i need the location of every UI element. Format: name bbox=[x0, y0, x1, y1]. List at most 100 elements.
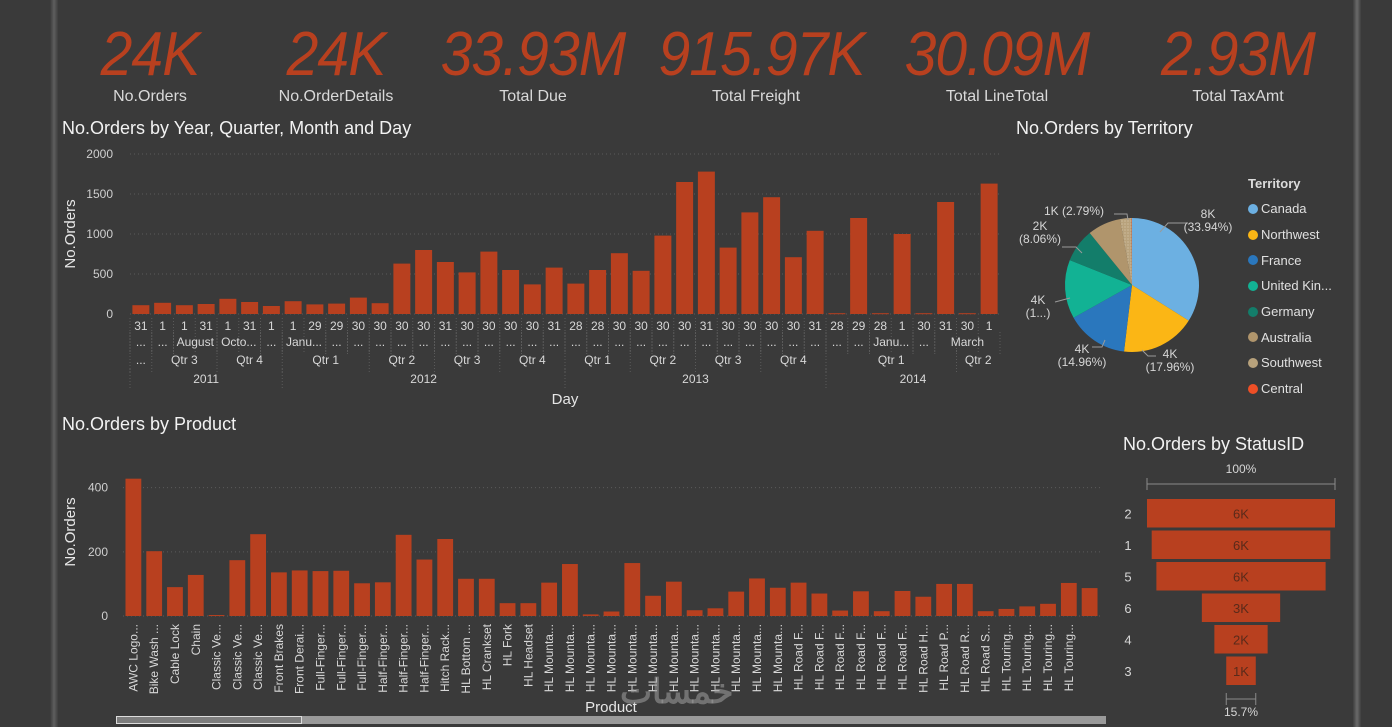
bar bbox=[707, 608, 724, 616]
bar bbox=[333, 570, 350, 616]
month-label: ... bbox=[701, 335, 711, 349]
month-label: ... bbox=[788, 335, 798, 349]
bar bbox=[980, 183, 998, 314]
x-tick-label: Cable Lock bbox=[168, 623, 182, 684]
bar bbox=[436, 262, 454, 314]
kpi-no-orders[interactable]: 24K No.Orders bbox=[88, 20, 212, 106]
bar bbox=[187, 574, 204, 616]
kpi-total-freight[interactable]: 915.97K Total Freight bbox=[650, 20, 865, 106]
x-tick-label: 30 bbox=[373, 319, 387, 333]
bar bbox=[850, 218, 868, 314]
bar bbox=[632, 270, 650, 314]
bar bbox=[328, 303, 346, 314]
kpi-value: 24K bbox=[100, 20, 201, 89]
bar bbox=[349, 297, 367, 314]
quarter-label: ... bbox=[136, 353, 146, 367]
bar bbox=[603, 611, 620, 616]
legend-item[interactable]: Germany bbox=[1248, 299, 1332, 325]
legend-item[interactable]: Southwest bbox=[1248, 350, 1332, 376]
x-tick-label: 1 bbox=[225, 319, 232, 333]
x-tick-label: 30 bbox=[613, 319, 627, 333]
legend-item[interactable]: Australia bbox=[1248, 324, 1332, 350]
bar bbox=[562, 564, 578, 616]
x-tick-label: 28 bbox=[591, 319, 605, 333]
funnel-category-label: 3 bbox=[1124, 664, 1131, 679]
pie-data-label: 4K bbox=[1075, 342, 1090, 356]
bar bbox=[915, 596, 932, 616]
funnel-bar-label: 1K bbox=[1233, 664, 1249, 679]
x-tick-label: 30 bbox=[961, 319, 975, 333]
x-tick-label: Classic Ve... bbox=[230, 624, 244, 690]
kpi-total-taxamt[interactable]: 2.93M Total TaxAmt bbox=[1146, 20, 1330, 106]
bar bbox=[545, 267, 563, 314]
x-tick-label: HL Road R... bbox=[958, 624, 972, 693]
watermark: خمسات bbox=[620, 673, 734, 711]
x-tick-label: 31 bbox=[547, 319, 561, 333]
y-tick-label: 200 bbox=[88, 545, 108, 559]
x-tick-label: Bike Wash ... bbox=[147, 624, 161, 694]
x-tick-label: 30 bbox=[721, 319, 735, 333]
bar bbox=[956, 583, 973, 616]
y-tick-label: 0 bbox=[106, 307, 113, 321]
legend-label: France bbox=[1261, 252, 1302, 268]
x-tick-label: 31 bbox=[939, 319, 953, 333]
month-label: ... bbox=[636, 335, 646, 349]
kpi-total-linetotal[interactable]: 30.09M Total LineTotal bbox=[890, 20, 1104, 106]
x-tick-label: 30 bbox=[417, 319, 431, 333]
kpi-total-due[interactable]: 33.93M Total Due bbox=[428, 20, 638, 106]
x-tick-label: Half-Finger... bbox=[397, 624, 411, 693]
pie-data-label: 8K bbox=[1201, 207, 1216, 221]
legend-label: Central bbox=[1261, 381, 1303, 397]
x-tick-label: 29 bbox=[308, 319, 322, 333]
scrollbar-thumb[interactable] bbox=[116, 716, 302, 724]
leader-line bbox=[1062, 246, 1083, 254]
legend-item[interactable]: France bbox=[1248, 247, 1332, 273]
bar bbox=[893, 234, 911, 314]
bar bbox=[610, 253, 628, 314]
product-bar-chart[interactable]: 0 200 400 No.Orders AWC Logo... Bike Wash ...… bbox=[55, 440, 1115, 718]
pie-data-label: (14.96%) bbox=[1058, 355, 1107, 369]
legend-item[interactable]: Central bbox=[1248, 376, 1332, 402]
product-chart-scrollbar[interactable] bbox=[116, 716, 1106, 724]
x-tick-label: 28 bbox=[874, 319, 888, 333]
x-tick-label: 30 bbox=[634, 319, 648, 333]
x-tick-label: 30 bbox=[917, 319, 931, 333]
status-funnel-chart[interactable]: 100% 6K 2 6K 1 6K 5 3K 6 2K 4 1K 3 15.7% bbox=[1110, 455, 1350, 727]
legend-marker-icon bbox=[1248, 332, 1258, 343]
pie-data-label: 4K bbox=[1163, 347, 1178, 361]
pie-slice bbox=[1065, 260, 1132, 318]
bar bbox=[502, 270, 520, 314]
month-label: ... bbox=[593, 335, 603, 349]
bar bbox=[229, 560, 246, 616]
pie-slice bbox=[1132, 218, 1199, 321]
funnel-bar bbox=[1156, 562, 1326, 591]
funnel-bar bbox=[1151, 530, 1331, 559]
kpi-no-order-details[interactable]: 24K No.OrderDetails bbox=[268, 20, 404, 106]
year-label: 2014 bbox=[900, 372, 927, 386]
month-label: ... bbox=[527, 335, 537, 349]
year-label: 2011 bbox=[193, 372, 219, 386]
legend-item[interactable]: Northwest bbox=[1248, 222, 1332, 248]
x-tick-label: HL Mounta... bbox=[771, 624, 785, 692]
y-axis-title: No.Orders bbox=[62, 497, 79, 566]
x-tick-label: HL Crankset bbox=[480, 623, 494, 690]
legend-item[interactable]: Canada bbox=[1248, 196, 1332, 222]
date-bar-chart[interactable]: 0 500 1000 1500 2000 No.Orders 31 1 1 31 1 31 1 1 29 29… bbox=[55, 140, 1005, 415]
x-tick-label: HL Mounta... bbox=[750, 624, 764, 692]
kpi-label: Total LineTotal bbox=[945, 88, 1049, 105]
bar bbox=[676, 182, 694, 314]
bar bbox=[197, 304, 215, 314]
month-label: ... bbox=[767, 335, 777, 349]
legend-item[interactable]: United Kin... bbox=[1248, 273, 1332, 299]
x-tick-label: Half-Finger... bbox=[417, 624, 431, 693]
x-tick-label: HL Fork bbox=[501, 623, 515, 666]
leader-line bbox=[1054, 297, 1071, 303]
territory-pie-chart[interactable]: 8K(33.94%)4K(17.96%)4K(14.96%)4K(1...)2K… bbox=[1010, 190, 1245, 390]
legend-label: Germany bbox=[1261, 304, 1315, 320]
month-label: ... bbox=[832, 335, 842, 349]
quarter-label: Qtr 2 bbox=[965, 353, 992, 367]
month-label: ... bbox=[614, 335, 624, 349]
year-label: 2013 bbox=[682, 372, 709, 386]
bar bbox=[523, 284, 541, 314]
product-chart-title: No.Orders by Product bbox=[62, 414, 237, 434]
